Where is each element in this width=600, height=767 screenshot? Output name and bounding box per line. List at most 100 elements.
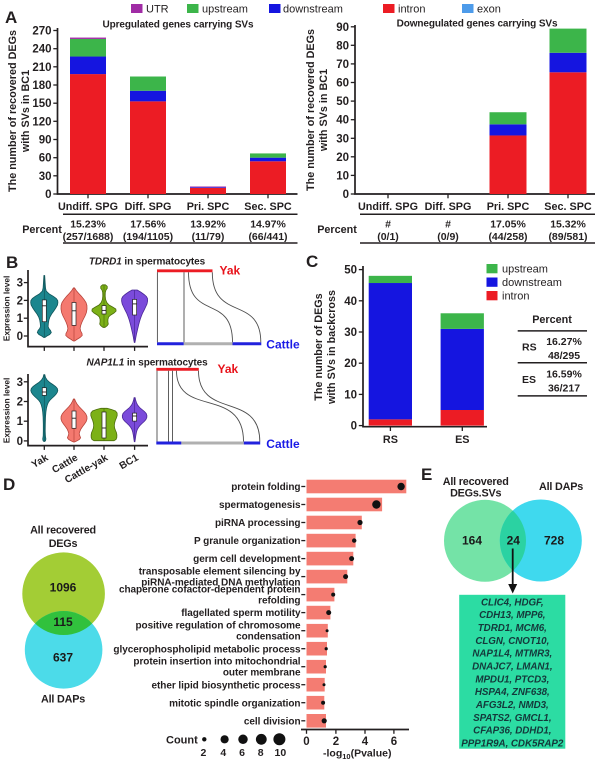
svg-text:Sec. SPC: Sec. SPC	[244, 201, 292, 213]
svg-text:germ cell development: germ cell development	[193, 554, 301, 565]
svg-text:upstream: upstream	[502, 264, 548, 276]
svg-text:Expression level: Expression level	[2, 378, 12, 444]
svg-text:115: 115	[53, 615, 73, 629]
svg-text:Diff. SPG: Diff. SPG	[125, 201, 172, 213]
svg-text:E: E	[421, 465, 432, 484]
svg-text:17.05%: 17.05%	[490, 219, 526, 231]
svg-text:Pri. SPC: Pri. SPC	[187, 201, 230, 213]
svg-text:cell division: cell division	[244, 716, 301, 727]
svg-text:0: 0	[343, 189, 349, 201]
svg-text:637: 637	[53, 651, 73, 665]
svg-text:15.23%: 15.23%	[70, 219, 106, 231]
svg-text:48/295: 48/295	[548, 350, 580, 362]
svg-text:728: 728	[544, 534, 564, 548]
svg-text:(0/1): (0/1)	[377, 231, 399, 243]
svg-text:TDRD1, MCM6,: TDRD1, MCM6,	[478, 623, 547, 634]
svg-text:spermatogenesis: spermatogenesis	[219, 500, 301, 511]
svg-text:24: 24	[507, 534, 521, 548]
svg-text:Undiff. SPG: Undiff. SPG	[358, 201, 418, 213]
svg-text:16.27%: 16.27%	[546, 336, 582, 348]
svg-text:10: 10	[336, 170, 349, 182]
svg-text:D: D	[3, 475, 15, 494]
svg-text:(194/1105): (194/1105)	[123, 231, 173, 243]
svg-text:70: 70	[336, 59, 349, 71]
svg-text:ES: ES	[455, 434, 469, 446]
svg-text:ether lipid biosynthetic proce: ether lipid biosynthetic process	[152, 680, 301, 691]
svg-text:20: 20	[344, 358, 357, 370]
svg-text:UTR: UTR	[146, 4, 169, 16]
svg-text:NAP1L1 in spermatocytes: NAP1L1 in spermatocytes	[86, 358, 208, 369]
svg-text:90: 90	[336, 22, 349, 34]
svg-text:17.56%: 17.56%	[130, 219, 166, 231]
svg-text:4: 4	[362, 736, 369, 748]
svg-text:The number of recovered DEGs: The number of recovered DEGs	[305, 29, 317, 191]
svg-text:150: 150	[32, 98, 51, 110]
svg-text:Diff. SPG: Diff. SPG	[425, 201, 472, 213]
svg-text:-log10(Pvalue): -log10(Pvalue)	[323, 748, 391, 762]
svg-text:PPP1R9A, CDK5RAP2: PPP1R9A, CDK5RAP2	[461, 738, 564, 749]
svg-text:piRNA-mediated DNA methylation: piRNA-mediated DNA methylation	[141, 577, 300, 588]
svg-text:refolding: refolding	[258, 595, 300, 606]
svg-text:40: 40	[344, 296, 357, 308]
svg-text:80: 80	[336, 40, 349, 52]
svg-text:(66/441): (66/441)	[248, 231, 287, 243]
svg-text:270: 270	[32, 26, 51, 38]
svg-text:Yak: Yak	[220, 264, 241, 278]
svg-text:90: 90	[39, 135, 52, 147]
svg-text:180: 180	[32, 80, 51, 92]
svg-text:210: 210	[32, 62, 51, 74]
svg-text:Percent: Percent	[532, 314, 572, 326]
svg-text:ES: ES	[522, 374, 536, 386]
svg-text:B: B	[6, 253, 18, 272]
svg-text:(0/9): (0/9)	[437, 231, 459, 243]
svg-text:upstream: upstream	[202, 4, 248, 16]
svg-text:1: 1	[17, 416, 24, 428]
svg-text:P granule organization: P granule organization	[194, 536, 301, 547]
svg-text:chaperone cofactor-dependent p: chaperone cofactor-dependent protein	[119, 584, 301, 595]
svg-text:transposable element silencing: transposable element silencing by	[139, 566, 301, 577]
svg-text:30: 30	[39, 171, 52, 183]
svg-text:Pri. SPC: Pri. SPC	[487, 201, 530, 213]
svg-text:0: 0	[17, 436, 23, 448]
svg-text:C: C	[306, 252, 318, 271]
svg-text:CFAP36, DDHD1,: CFAP36, DDHD1,	[473, 726, 551, 737]
svg-text:All DAPs: All DAPs	[41, 694, 85, 706]
svg-text:outer membrane: outer membrane	[223, 668, 301, 679]
svg-text:3: 3	[17, 278, 23, 290]
svg-text:CLGN, CNOT10,: CLGN, CNOT10,	[475, 636, 549, 647]
svg-text:TDRD1 in spermatocytes: TDRD1 in spermatocytes	[89, 257, 206, 268]
svg-text:Downegulated genes carrying SV: Downegulated genes carrying SVs	[397, 19, 558, 30]
svg-text:164: 164	[462, 534, 482, 548]
svg-text:Upregulated genes carrying SVs: Upregulated genes carrying SVs	[103, 20, 254, 31]
svg-text:Cattle: Cattle	[266, 437, 300, 451]
svg-text:SPATS2, GMCL1,: SPATS2, GMCL1,	[473, 713, 551, 724]
svg-text:20: 20	[336, 152, 349, 164]
svg-text:40: 40	[336, 115, 349, 127]
svg-text:(44/258): (44/258)	[488, 231, 527, 243]
svg-text:2: 2	[17, 295, 23, 307]
svg-text:CDH13, MPP6,: CDH13, MPP6,	[479, 610, 545, 621]
svg-text:Percent: Percent	[22, 224, 62, 236]
svg-text:mitotic spindle organization: mitotic spindle organization	[169, 698, 300, 709]
svg-text:2: 2	[333, 736, 339, 748]
svg-text:8: 8	[258, 747, 264, 759]
svg-text:RS: RS	[522, 342, 537, 354]
svg-text:(11/79): (11/79)	[192, 231, 225, 243]
svg-text:intron: intron	[398, 4, 426, 16]
svg-text:Sec. SPC: Sec. SPC	[544, 201, 592, 213]
svg-text:10: 10	[275, 747, 287, 759]
svg-text:condensation: condensation	[236, 632, 300, 643]
svg-text:A: A	[5, 8, 17, 27]
svg-text:3: 3	[17, 377, 23, 389]
svg-text:intron: intron	[502, 291, 530, 303]
svg-text:16.59%: 16.59%	[546, 369, 582, 381]
svg-text:1: 1	[17, 313, 24, 325]
svg-text:50: 50	[336, 96, 349, 108]
svg-text:10: 10	[344, 389, 357, 401]
svg-text:The number of DEGs: The number of DEGs	[313, 293, 325, 400]
svg-text:DEGs: DEGs	[49, 538, 78, 550]
svg-text:240: 240	[32, 44, 51, 56]
svg-text:14.97%: 14.97%	[250, 219, 286, 231]
svg-text:36/217: 36/217	[548, 383, 580, 395]
svg-text:50: 50	[344, 265, 357, 277]
